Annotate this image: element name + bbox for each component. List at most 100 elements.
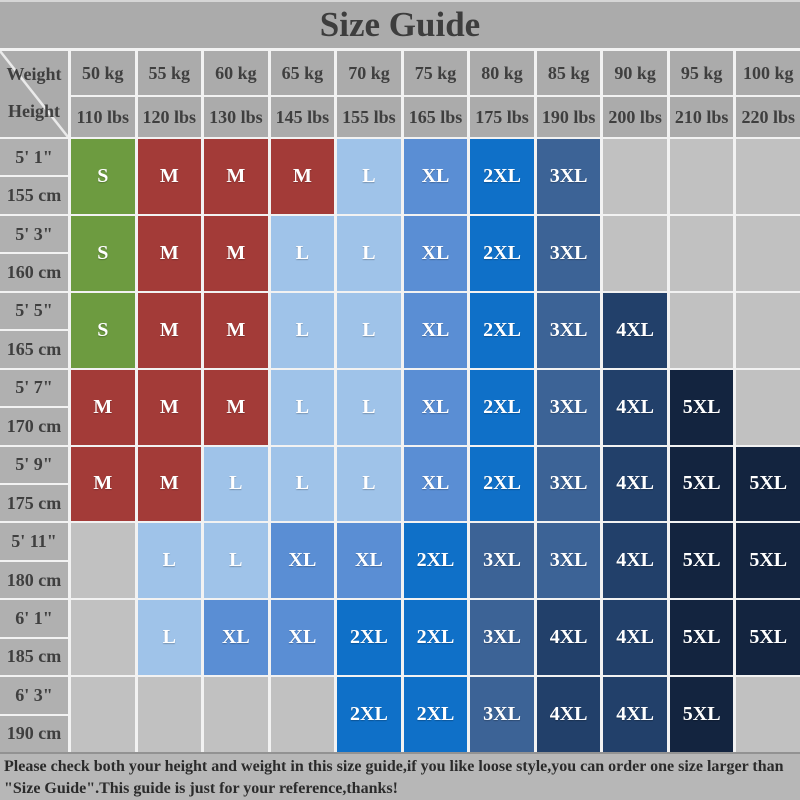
size-cell: 4XL bbox=[603, 369, 667, 445]
size-cell: M bbox=[204, 139, 268, 214]
size-cell: L bbox=[337, 139, 401, 214]
height-label: Height bbox=[8, 101, 60, 121]
size-cell: 5XL bbox=[736, 446, 800, 522]
size-cell: M bbox=[204, 292, 268, 368]
weight-label: Weight bbox=[6, 64, 62, 84]
weight-kg-header: 80 kg bbox=[470, 51, 534, 95]
size-cell: M bbox=[137, 446, 202, 522]
height-ft-label: 5' 11" bbox=[0, 523, 68, 560]
size-cell: 4XL bbox=[536, 677, 601, 752]
size-cell: 3XL bbox=[536, 292, 601, 368]
weight-kg-header: 90 kg bbox=[603, 51, 667, 95]
empty-cell bbox=[71, 523, 135, 599]
size-cell: 2XL bbox=[403, 523, 468, 599]
label-divider bbox=[0, 482, 68, 485]
label-divider bbox=[0, 559, 68, 562]
size-cell: M bbox=[270, 139, 335, 214]
height-ft-label: 6' 1" bbox=[0, 600, 68, 637]
size-cell: 3XL bbox=[470, 600, 534, 676]
size-cell: 2XL bbox=[403, 600, 468, 676]
size-cell: 3XL bbox=[536, 139, 601, 214]
size-cell: 4XL bbox=[603, 677, 667, 752]
height-ft-label: 5' 3" bbox=[0, 215, 68, 253]
height-label-cell: 5' 9" 175 cm bbox=[0, 446, 68, 522]
size-cell: S bbox=[71, 139, 135, 214]
size-cell: 3XL bbox=[536, 523, 601, 599]
label-divider bbox=[0, 329, 68, 332]
size-cell: XL bbox=[270, 523, 335, 599]
weight-lbs-header: 165 lbs bbox=[403, 97, 468, 137]
size-cell: L bbox=[137, 600, 202, 676]
height-cm-label: 190 cm bbox=[0, 715, 68, 752]
weight-kg-header: 75 kg bbox=[403, 51, 468, 95]
height-ft-label: 5' 5" bbox=[0, 292, 68, 330]
size-cell: XL bbox=[403, 139, 468, 214]
weight-kg-header: 95 kg bbox=[669, 51, 734, 95]
height-cm-label: 170 cm bbox=[0, 408, 68, 445]
size-cell: 2XL bbox=[337, 600, 401, 676]
size-cell: XL bbox=[403, 292, 468, 368]
footer-line-1: Please check both your height and weight… bbox=[4, 758, 784, 775]
size-cell: 5XL bbox=[669, 677, 734, 752]
size-cell: XL bbox=[337, 523, 401, 599]
weight-lbs-header: 220 lbs bbox=[736, 97, 800, 137]
height-label-cell: 5' 11" 180 cm bbox=[0, 523, 68, 599]
size-cell: L bbox=[137, 523, 202, 599]
weight-kg-header: 85 kg bbox=[536, 51, 601, 95]
size-table: Weight Height 50 kg 55 kg 60 kg 65 kg 70 kg 7… bbox=[0, 48, 800, 752]
weight-lbs-header: 110 lbs bbox=[71, 97, 135, 137]
height-label-cell: 5' 3" 160 cm bbox=[0, 215, 68, 291]
size-cell: XL bbox=[270, 600, 335, 676]
weight-kg-header: 50 kg bbox=[71, 51, 135, 95]
weight-kg-header: 100 kg bbox=[736, 51, 800, 95]
empty-cell bbox=[669, 215, 734, 291]
size-cell: 2XL bbox=[470, 139, 534, 214]
empty-cell bbox=[137, 677, 202, 752]
empty-cell bbox=[204, 677, 268, 752]
size-cell: 3XL bbox=[536, 369, 601, 445]
height-label-cell: 6' 3" 190 cm bbox=[0, 677, 68, 752]
empty-cell bbox=[736, 677, 800, 752]
height-label-cell: 5' 7" 170 cm bbox=[0, 369, 68, 445]
size-cell: M bbox=[137, 292, 202, 368]
label-divider bbox=[0, 252, 68, 255]
size-cell: 2XL bbox=[470, 369, 534, 445]
size-cell: M bbox=[137, 139, 202, 214]
size-cell: M bbox=[204, 369, 268, 445]
size-cell: 3XL bbox=[536, 215, 601, 291]
empty-cell bbox=[669, 292, 734, 368]
size-cell: 4XL bbox=[603, 446, 667, 522]
weight-kg-header: 70 kg bbox=[337, 51, 401, 95]
size-cell: XL bbox=[403, 446, 468, 522]
weight-lbs-header: 175 lbs bbox=[470, 97, 534, 137]
weight-kg-header: 65 kg bbox=[270, 51, 335, 95]
height-label-cell: 5' 1" 155 cm bbox=[0, 139, 68, 214]
label-divider bbox=[0, 406, 68, 409]
size-cell: 4XL bbox=[603, 600, 667, 676]
size-cell: M bbox=[204, 215, 268, 291]
size-cell: 3XL bbox=[536, 446, 601, 522]
size-cell: XL bbox=[204, 600, 268, 676]
empty-cell bbox=[669, 139, 734, 214]
footer-line-2: "Size Guide".This guide is just for your… bbox=[4, 779, 398, 797]
height-ft-label: 5' 9" bbox=[0, 446, 68, 483]
size-cell: 5XL bbox=[669, 523, 734, 599]
weight-kg-header: 55 kg bbox=[137, 51, 202, 95]
size-cell: M bbox=[71, 446, 135, 522]
size-cell: L bbox=[270, 369, 335, 445]
size-cell: S bbox=[71, 292, 135, 368]
weight-kg-header: 60 kg bbox=[204, 51, 268, 95]
size-cell: 4XL bbox=[603, 523, 667, 599]
height-ft-label: 5' 7" bbox=[0, 369, 68, 407]
page-title: Size Guide bbox=[319, 5, 481, 44]
size-cell: 5XL bbox=[736, 523, 800, 599]
size-cell: L bbox=[204, 446, 268, 522]
empty-cell bbox=[71, 600, 135, 676]
label-divider bbox=[0, 713, 68, 716]
size-cell: 5XL bbox=[669, 369, 734, 445]
size-cell: 2XL bbox=[470, 446, 534, 522]
size-cell: S bbox=[71, 215, 135, 291]
size-cell: 2XL bbox=[337, 677, 401, 752]
height-cm-label: 175 cm bbox=[0, 484, 68, 522]
